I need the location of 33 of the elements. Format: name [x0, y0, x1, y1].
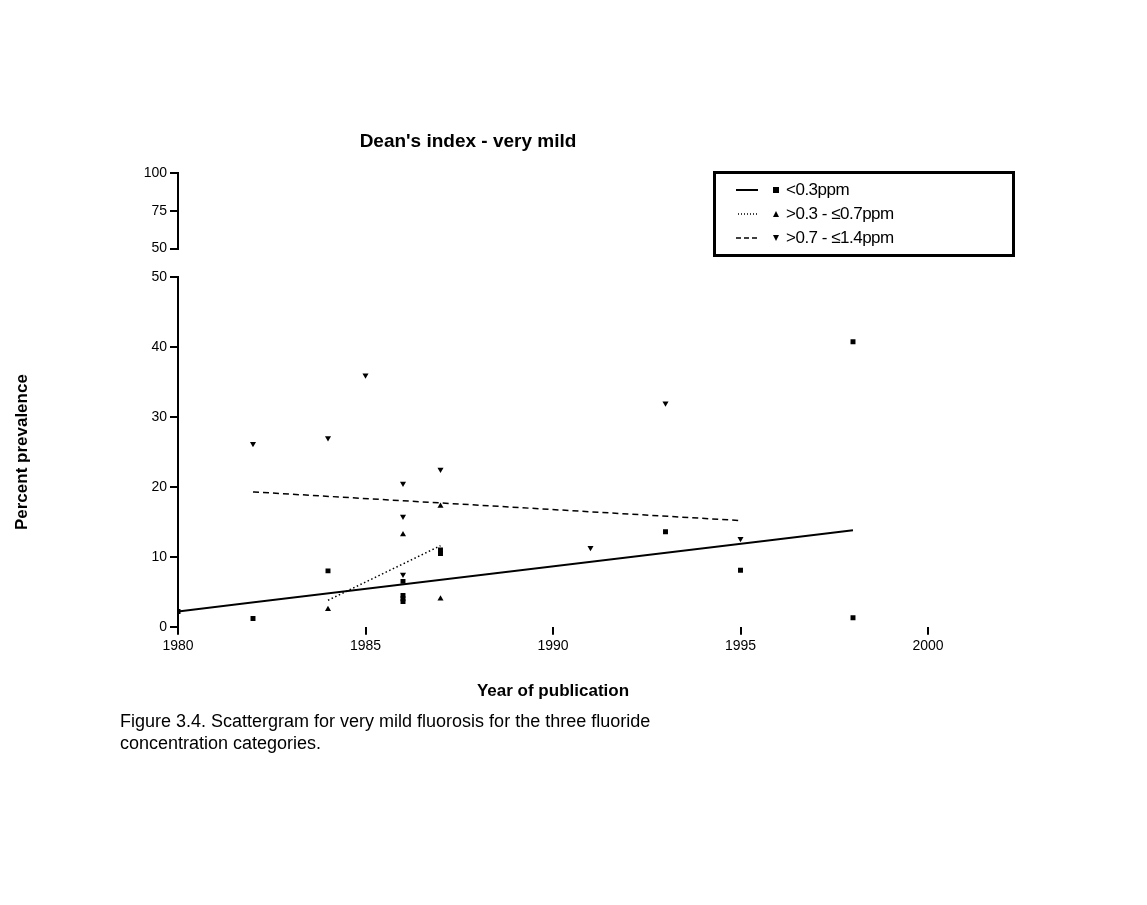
- point: [324, 605, 332, 612]
- y-tick-label: 0: [159, 617, 168, 634]
- point: [362, 373, 369, 379]
- x-tick-label: 1985: [349, 637, 382, 654]
- point: [437, 502, 444, 508]
- point: [249, 441, 257, 448]
- point: [437, 595, 444, 601]
- x-tick-label: 1990: [537, 637, 569, 654]
- point: [324, 436, 332, 442]
- y-tick-label: 40: [151, 338, 168, 355]
- point: [662, 401, 669, 407]
- legend-label: >0.3 - ≤0.7ppm: [786, 204, 894, 224]
- legend-label: <0.3ppm: [786, 180, 850, 200]
- point: [437, 467, 444, 474]
- y-tick-label: 30: [151, 408, 168, 425]
- y-tick-label: 10: [151, 547, 168, 564]
- caption: Figure 3.4. Scattergram for very mild fluorosis for the three fluoride concentration categories.: [120, 710, 652, 754]
- y-tick-label: 50: [151, 239, 168, 256]
- y-tick-label: 100: [143, 163, 168, 180]
- y-tick-label: 75: [151, 201, 168, 218]
- point: [587, 546, 594, 552]
- y-tick-label: 20: [151, 477, 168, 494]
- chart-title: Dean's index - very mild: [359, 129, 577, 151]
- x-axis-title: Year of publication: [476, 681, 630, 701]
- x-tick-label: 1980: [162, 637, 194, 654]
- x-tick-label: 2000: [912, 637, 944, 654]
- y-axis-title: Percent prevalence: [11, 374, 31, 531]
- point: [663, 529, 668, 535]
- y-tick-label: 50: [151, 268, 168, 285]
- legend-label: >0.7 - ≤1.4ppm: [786, 228, 894, 248]
- point: [738, 567, 743, 573]
- x-tick-label: 1995: [724, 637, 757, 654]
- point: [737, 537, 744, 543]
